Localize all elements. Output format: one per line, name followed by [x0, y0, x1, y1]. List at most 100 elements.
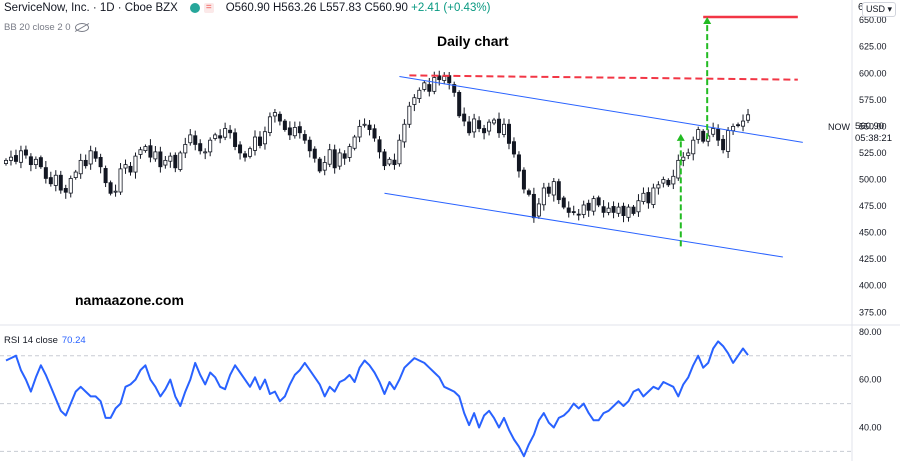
- candle-body: [463, 114, 466, 121]
- rsi-tick-label: 80.00: [859, 327, 882, 337]
- rsi-tick-label: 60.00: [859, 375, 882, 385]
- candle-body: [219, 136, 222, 138]
- candle-body: [722, 139, 725, 149]
- chart-title: Daily chart: [437, 33, 509, 49]
- candle-body: [607, 208, 610, 212]
- candle-body: [403, 124, 406, 142]
- candle-body: [552, 182, 555, 195]
- indicator-legend[interactable]: BB 20 close 2 0: [4, 22, 89, 33]
- compare-icon[interactable]: =: [204, 3, 214, 13]
- candle-body: [418, 90, 421, 98]
- price-tick-label: 525.00: [859, 148, 887, 158]
- candle-body: [572, 212, 575, 213]
- candle-body: [238, 145, 241, 153]
- candle-body: [293, 127, 296, 135]
- candle-body: [393, 160, 396, 164]
- candle-body: [24, 150, 27, 155]
- candle-body: [731, 126, 734, 130]
- candle-body: [288, 128, 291, 135]
- price-change: +2.41 (+0.43%): [411, 2, 490, 14]
- currency-selector[interactable]: USD ▾: [862, 2, 896, 17]
- candle-body: [49, 178, 52, 184]
- ohlc-values: O560.90 H563.26 L557.83 C560.90 +2.41 (+…: [226, 2, 491, 14]
- candle-body: [119, 169, 122, 192]
- candle-body: [492, 120, 495, 123]
- watermark: namaazone.com: [75, 292, 184, 308]
- symbol-name[interactable]: ServiceNow, Inc. · 1D · Cboe BZX: [4, 2, 178, 14]
- candle-body: [14, 155, 17, 161]
- candle-body: [652, 188, 655, 205]
- candle-body: [84, 160, 87, 165]
- candle-body: [567, 208, 570, 212]
- candle-body: [19, 151, 22, 162]
- candle-body: [637, 201, 640, 212]
- candle-body: [582, 205, 585, 215]
- candle-body: [413, 98, 416, 105]
- market-status-icon[interactable]: [190, 3, 200, 13]
- candle-body: [263, 132, 266, 144]
- candle-body: [164, 160, 167, 165]
- last-price: 560.90: [855, 121, 892, 133]
- candle-body: [662, 179, 665, 183]
- resistance-dashed-line[interactable]: [409, 75, 797, 79]
- candle-body: [184, 144, 187, 152]
- candle-body: [368, 125, 371, 129]
- candle-body: [199, 144, 202, 151]
- candle-body: [139, 150, 142, 155]
- candle-body: [507, 124, 510, 143]
- candle-body: [617, 207, 620, 213]
- hidden-eye-icon[interactable]: [75, 23, 89, 32]
- candle-body: [323, 163, 326, 171]
- candle-body: [74, 172, 77, 178]
- candle-body: [532, 194, 535, 217]
- candle-body: [353, 137, 356, 148]
- candle-body: [149, 146, 152, 157]
- candle-body: [179, 153, 182, 170]
- candle-body: [298, 127, 301, 133]
- rsi-legend[interactable]: RSI 14 close 70.24: [4, 335, 86, 346]
- ticker-tag: NOW: [828, 122, 850, 132]
- candle-body: [318, 159, 321, 171]
- candle-body: [114, 191, 117, 192]
- candle-body: [388, 159, 391, 164]
- candle-body: [104, 168, 107, 182]
- candle-body: [248, 149, 251, 157]
- candle-body: [44, 168, 47, 179]
- price-tick-label: 425.00: [859, 254, 887, 264]
- candle-body: [517, 155, 520, 171]
- price-tick-label: 450.00: [859, 228, 887, 238]
- candle-body: [54, 175, 57, 185]
- candle-body: [542, 188, 545, 205]
- candle-body: [204, 152, 207, 153]
- candle-body: [736, 125, 739, 126]
- candle-body: [423, 83, 426, 90]
- ohlc-text: O560.90 H563.26 L557.83 C560.90: [226, 2, 408, 14]
- candle-body: [592, 199, 595, 212]
- candle-body: [189, 135, 192, 143]
- candle-body: [502, 124, 505, 134]
- candle-body: [313, 149, 316, 158]
- candle-body: [34, 159, 37, 164]
- candle-body: [209, 140, 212, 152]
- candle-body: [214, 135, 217, 139]
- candle-body: [398, 140, 401, 164]
- candle-body: [647, 192, 650, 202]
- candle-body: [308, 140, 311, 151]
- candle-body: [348, 147, 351, 158]
- indicator-label: BB 20 close 2 0: [4, 22, 71, 33]
- candle-body: [253, 137, 256, 150]
- candle-body: [562, 198, 565, 207]
- candle-body: [577, 214, 580, 215]
- candle-body: [69, 178, 72, 193]
- price-tick-label: 375.00: [859, 307, 887, 317]
- candle-body: [746, 115, 749, 120]
- candle-body: [622, 206, 625, 215]
- candle-body: [124, 165, 127, 168]
- candle-body: [702, 131, 705, 141]
- candle-body: [468, 122, 471, 133]
- price-tick-label: 400.00: [859, 281, 887, 291]
- candle-body: [667, 180, 670, 184]
- candle-body: [229, 130, 232, 133]
- price-tick-label: 575.00: [859, 95, 887, 105]
